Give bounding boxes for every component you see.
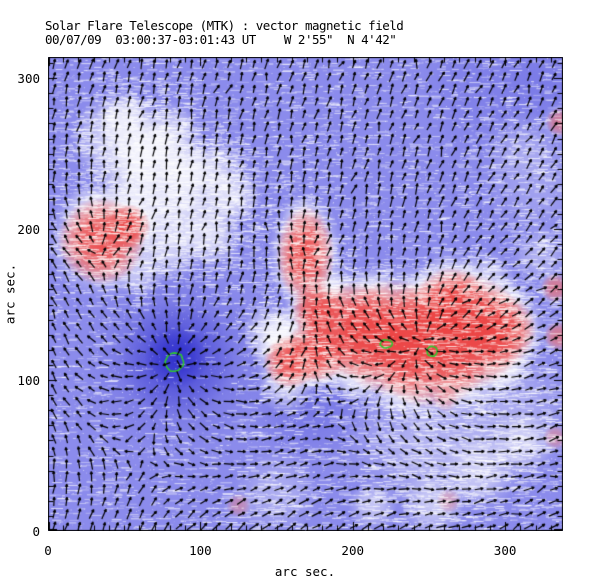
y-tick-label: 200 <box>17 222 40 238</box>
y-tick-label: 100 <box>17 373 40 389</box>
y-tick-label: 0 <box>32 524 40 539</box>
x-tick-label: 100 <box>189 543 212 558</box>
y-tick-label: 300 <box>17 71 40 87</box>
x-axis-label: arc sec. <box>274 564 336 579</box>
vector-magnetogram-canvas <box>48 57 563 531</box>
x-tick-label: 200 <box>341 543 365 558</box>
figure-subtitle: 00/07/09 03:00:37-03:01:43 UT W 2'55" N … <box>45 32 397 47</box>
x-tick-label: 0 <box>44 543 52 558</box>
y-axis-label: arc sec. <box>2 263 18 325</box>
x-tick-label: 300 <box>493 543 517 558</box>
figure-title: Solar Flare Telescope (MTK) : vector mag… <box>45 18 404 33</box>
